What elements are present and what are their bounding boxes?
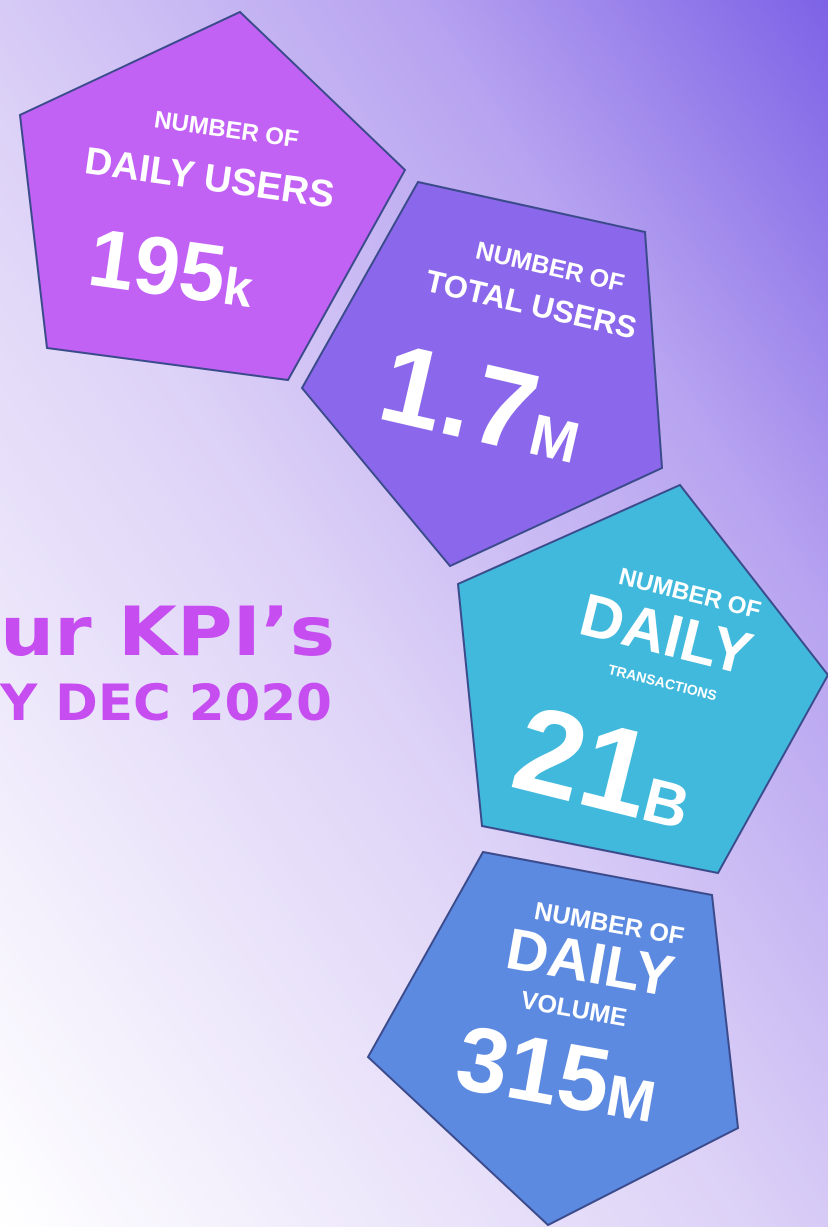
- pentagon: [366, 850, 740, 1227]
- kpi-unit: M: [601, 1063, 660, 1135]
- kpi-card: NUMBER OF DAILY VOLUME 315M: [366, 850, 740, 1227]
- pentagon: [18, 10, 407, 382]
- kpi-card: NUMBER OF DAILY USERS 195k: [18, 10, 407, 382]
- headline: ur KPI’s: [0, 593, 335, 672]
- subheadline: Y DEC 2020: [0, 674, 332, 732]
- kpi-number: 21: [501, 679, 666, 844]
- pentagon: [456, 483, 828, 875]
- kpi-card: NUMBER OF TOTAL USERS 1.7M: [300, 180, 664, 568]
- kpi-number: 195: [83, 212, 231, 321]
- kpi-value: 315M: [449, 1006, 665, 1141]
- kpi-card: NUMBER OF DAILY TRANSACTIONS 21B: [456, 483, 828, 875]
- kpi-value: 21B: [501, 679, 709, 855]
- pentagon: [300, 180, 664, 568]
